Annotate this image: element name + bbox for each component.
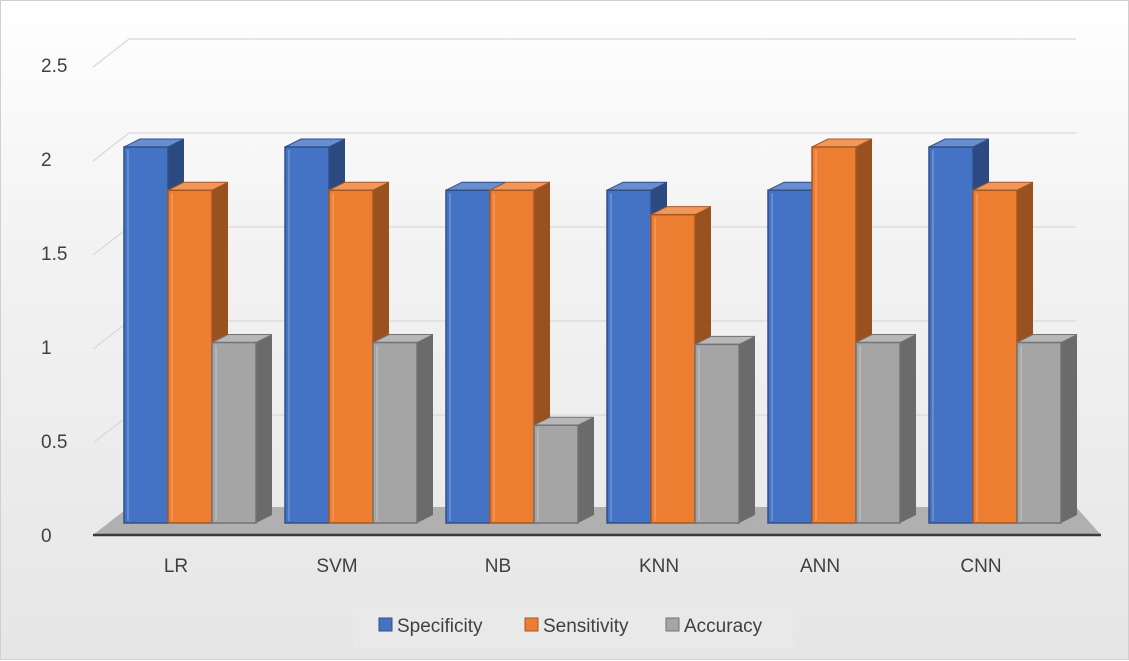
y-tick-label: 0.5 (41, 432, 67, 453)
bar-ann-accuracy (855, 341, 901, 524)
bar-side (739, 336, 755, 523)
bars (123, 138, 1078, 524)
x-category-label: KNN (639, 556, 679, 577)
x-axis-categories: LR SVM NB KNN ANN CNN (164, 556, 1002, 577)
bar-side (1061, 334, 1077, 523)
gridline (92, 132, 1076, 162)
y-axis-ticks: 0 0.5 1 1.5 2 2.5 (41, 56, 67, 547)
y-tick-label: 2.5 (41, 56, 67, 77)
bar-knn-accuracy (694, 343, 740, 524)
y-tick-label: 2 (41, 150, 52, 171)
bar-ann-specificity (767, 189, 813, 524)
y-tick-label: 0 (41, 526, 52, 547)
bar-side (417, 334, 433, 523)
bar-lr-sensitivity (167, 189, 213, 524)
bar-side (578, 417, 594, 523)
bar-knn-specificity (606, 189, 652, 524)
gridline (92, 38, 1076, 68)
bar-cnn-sensitivity (972, 189, 1018, 524)
legend-swatch (524, 617, 539, 632)
bar-side (256, 334, 272, 523)
bar-svm-specificity (284, 146, 330, 524)
bar-nb-specificity (445, 189, 491, 524)
bar-side (900, 334, 916, 523)
legend: Specificity Sensitivity Accuracy (353, 603, 793, 648)
bar-ann-sensitivity (811, 146, 857, 524)
legend-label: Sensitivity (543, 616, 629, 637)
y-tick-label: 1.5 (41, 244, 67, 265)
x-category-label: SVM (316, 556, 357, 577)
legend-swatch (378, 617, 393, 632)
bar-svm-accuracy (372, 341, 418, 524)
x-category-label: NB (485, 556, 511, 577)
legend-label: Accuracy (684, 616, 763, 637)
bar-lr-accuracy (211, 341, 257, 524)
legend-swatch (665, 617, 680, 632)
bar-nb-sensitivity (489, 189, 535, 524)
bar-svm-sensitivity (328, 189, 374, 524)
x-category-label: CNN (960, 556, 1001, 577)
legend-box (353, 603, 793, 648)
x-category-label: LR (164, 556, 188, 577)
y-tick-label: 1 (41, 338, 52, 359)
bar-knn-sensitivity (650, 213, 696, 524)
bar-nb-accuracy (533, 424, 579, 524)
x-category-label: ANN (800, 556, 840, 577)
bar-lr-specificity (123, 146, 169, 524)
legend-label: Specificity (397, 616, 483, 637)
bar-cnn-accuracy (1016, 341, 1062, 524)
bar-cnn-specificity (928, 146, 974, 524)
